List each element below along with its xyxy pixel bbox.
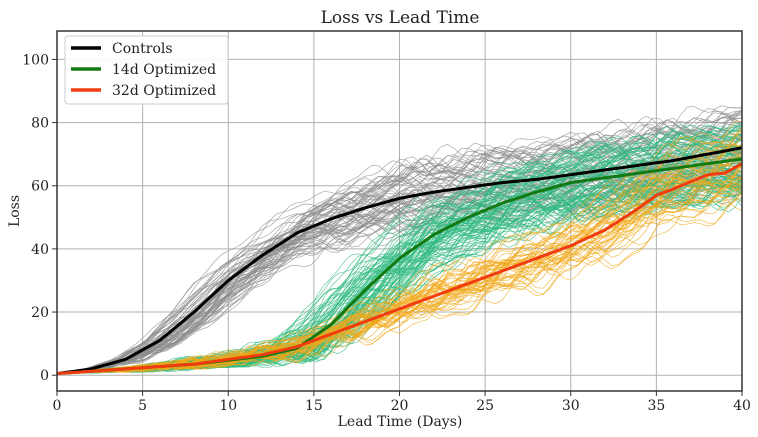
y-tick-label: 20 [31, 305, 49, 321]
ensemble-line [56, 155, 743, 374]
ensemble-line [56, 199, 743, 374]
x-tick-label: 5 [138, 398, 147, 414]
y-axis-label: Loss [7, 195, 23, 227]
y-tick-label: 60 [31, 179, 49, 195]
mean-line-0 [56, 146, 743, 376]
y-tick-label: 100 [22, 52, 49, 68]
x-tick-label: 40 [733, 398, 751, 414]
ensemble-line [56, 173, 743, 374]
ensemble-line [56, 105, 743, 374]
x-tick-label: 10 [219, 398, 237, 414]
ensemble-line [56, 117, 743, 374]
x-tick-label: 20 [391, 398, 409, 414]
y-tick-label: 0 [40, 368, 49, 384]
ensemble-line [56, 144, 743, 374]
legend: Controls 14d Optimized 32d Optimized [64, 35, 229, 105]
x-tick-label: 25 [476, 398, 494, 414]
y-ticks: 0 20 40 60 80 100 [22, 52, 57, 384]
legend-label: 32d Optimized [112, 83, 216, 99]
x-axis-label: Lead Time (Days) [338, 414, 463, 430]
legend-label: Controls [112, 41, 173, 57]
ensemble-line [56, 108, 743, 374]
mean-lines [56, 146, 743, 376]
x-ticks: 0 5 10 15 20 25 30 35 40 [53, 391, 751, 414]
ensemble-line [56, 183, 743, 374]
y-tick-label: 40 [31, 242, 49, 258]
ensemble-line [56, 124, 743, 374]
y-tick-label: 80 [31, 116, 49, 132]
ensemble-line [56, 125, 743, 374]
ensemble-line [56, 180, 743, 374]
ensemble-line [56, 120, 743, 374]
chart-title: Loss vs Lead Time [321, 8, 480, 28]
ensemble-line [56, 127, 743, 374]
x-tick-label: 35 [647, 398, 665, 414]
mean-line-2 [56, 162, 743, 376]
legend-box [64, 35, 229, 105]
x-tick-label: 15 [305, 398, 323, 414]
x-tick-label: 30 [562, 398, 580, 414]
x-tick-label: 0 [53, 398, 62, 414]
legend-label: 14d Optimized [112, 62, 216, 78]
